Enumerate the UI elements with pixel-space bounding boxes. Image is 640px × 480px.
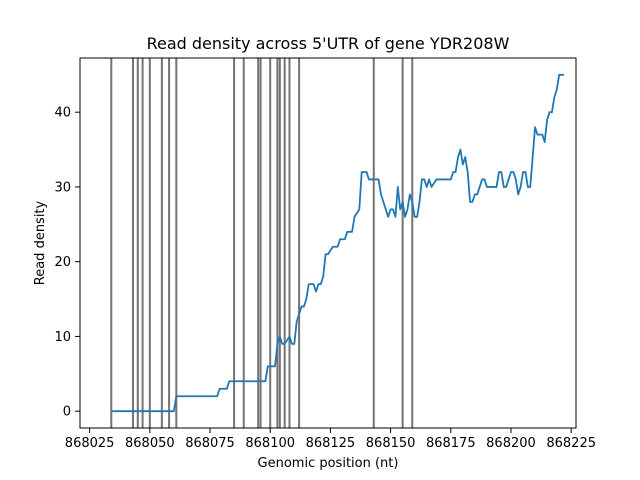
- y-axis-ticks: 0 10 20 30 40: [54, 106, 80, 420]
- vertical-markers: [110, 58, 414, 428]
- chart-title: Read density across 5'UTR of gene YDR208…: [147, 34, 510, 53]
- x-tick-label-5: 868150: [366, 436, 416, 451]
- x-tick-label-6: 868175: [426, 436, 476, 451]
- x-tick-label-2: 868075: [185, 436, 235, 451]
- x-axis-label: Genomic position (nt): [258, 456, 399, 471]
- x-axis-ticks: 868025 868050 868075 868100 868125 868150 8681…: [65, 428, 596, 451]
- x-tick-label-8: 868225: [546, 436, 596, 451]
- x-tick-label-1: 868050: [125, 436, 175, 451]
- x-tick-label-4: 868125: [306, 436, 356, 451]
- axes: [79, 57, 577, 429]
- y-tick-label-0: 0: [63, 405, 71, 420]
- x-tick-label-7: 868200: [486, 436, 536, 451]
- density-series-line: [111, 73, 564, 413]
- y-axis-label: Read density: [33, 200, 48, 285]
- y-tick-label-3: 30: [54, 180, 71, 195]
- plot-frame: [79, 57, 577, 429]
- x-tick-label-3: 868100: [245, 436, 295, 451]
- y-tick-label-4: 40: [54, 106, 71, 121]
- y-tick-label-1: 10: [54, 330, 71, 345]
- y-tick-label-2: 20: [54, 255, 71, 270]
- x-tick-label-0: 868025: [65, 436, 115, 451]
